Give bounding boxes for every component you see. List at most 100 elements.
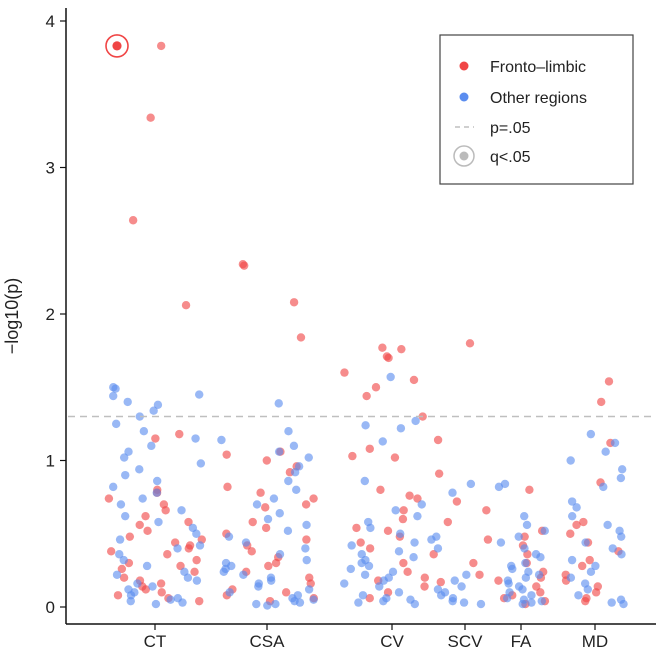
point-fronto-limbic-cv [362,391,371,401]
point-other-regions-ct [111,384,120,393]
point-other-regions-ct [178,598,187,607]
point-other-regions-cv [366,523,375,533]
point-other-regions-ct [135,412,144,421]
point-fronto-limbic-ct [184,517,193,527]
point-other-regions-cv [340,579,349,588]
point-other-regions-md [567,511,577,521]
point-other-regions-csa [271,599,280,609]
point-other-regions-fa [518,599,527,609]
legend-label-threshold: p=.05 [490,120,531,137]
point-fronto-limbic-ct [156,41,166,51]
point-other-regions-ct [115,535,125,544]
point-fronto-limbic-csa [223,482,232,492]
point-other-regions-ct [147,441,156,451]
point-fronto-limbic-cv [413,494,422,503]
point-fronto-limbic-csa [264,561,273,571]
point-other-regions-cv [427,535,436,544]
point-other-regions-ct [192,576,202,585]
point-other-regions-ct [139,427,149,436]
point-other-regions-csa [275,550,285,559]
point-other-regions-cv [379,576,388,585]
point-fronto-limbic-cv [403,567,412,577]
point-fronto-limbic-cv [371,383,381,392]
point-fronto-limbic-ct [143,526,152,536]
point-other-regions-scv [459,598,469,607]
point-other-regions-scv [462,570,471,579]
point-fronto-limbic-cv [383,526,393,536]
legend: Fronto–limbic Other regions p=.05 q<.05 [439,34,634,185]
point-fronto-limbic-scv [436,577,445,587]
point-other-regions-ct [192,529,201,538]
point-fronto-limbic-ct [119,573,129,582]
point-fronto-limbic-cv [420,573,430,582]
point-other-regions-scv [448,488,457,497]
point-other-regions-fa [527,591,536,600]
point-other-regions-scv [457,582,466,591]
point-other-regions-md [583,585,593,594]
legend-swatch-significant-dot [459,151,469,161]
point-other-regions-csa [274,447,284,456]
point-fronto-limbic-csa [309,494,318,503]
point-other-regions-csa [274,399,283,408]
x-axis-ticks: CT CSA CV SCV FA MD [144,624,608,651]
point-fronto-limbic-csa [239,261,249,270]
point-fronto-limbic-ct [192,555,201,565]
point-fronto-limbic-scv [475,570,484,579]
point-other-regions-fa [502,594,512,603]
point-other-regions-cv [378,437,387,446]
y-tick-label: 4 [46,12,55,31]
point-other-regions-scv [450,576,459,585]
point-fronto-limbic-csa [289,298,299,307]
point-fronto-limbic-cv [405,491,414,500]
point-fronto-limbic-scv [443,517,453,527]
point-other-regions-cv [360,570,370,579]
point-fronto-limbic-ct [117,564,127,574]
point-other-regions-ct [109,391,118,401]
point-other-regions-csa [266,576,276,585]
point-other-regions-csa [224,532,234,541]
point-other-regions-ct [111,419,121,429]
y-axis-title: −log10(p) [2,278,22,355]
point-other-regions-csa [225,588,234,597]
point-other-regions-csa [304,585,314,594]
point-fronto-limbic-scv [465,339,475,348]
point-other-regions-ct [195,541,205,550]
point-other-regions-md [619,599,628,609]
point-fronto-limbic-ct [151,434,160,443]
point-other-regions-fa [536,552,545,562]
point-other-regions-csa [292,485,301,494]
x-tick-label-ct: CT [144,632,167,651]
point-other-regions-ct [123,397,132,407]
point-other-regions-cv [375,582,384,591]
point-other-regions-ct [133,579,142,588]
legend-swatch-other-regions [459,92,469,102]
point-fronto-limbic-csa [302,535,311,544]
point-fronto-limbic-cv [356,538,365,547]
point-other-regions-csa [309,595,318,604]
point-fronto-limbic-cv [352,523,361,533]
y-axis-ticks: 0 1 2 3 4 [46,12,66,617]
point-other-regions-csa [302,555,311,565]
point-fronto-limbic-cv [384,353,393,363]
point-other-regions-md [566,573,576,582]
point-other-regions-cv [394,547,404,556]
point-other-regions-csa [217,435,226,445]
point-other-regions-scv [476,599,486,609]
point-fronto-limbic-cv [378,343,387,352]
point-fronto-limbic-csa [256,488,265,497]
legend-box [439,34,634,185]
point-other-regions-csa [302,520,311,530]
point-fronto-limbic-fa [536,588,545,597]
point-fronto-limbic-md [585,555,594,565]
point-other-regions-md [591,561,600,571]
point-fronto-limbic-cv [348,451,357,461]
point-other-regions-csa [284,476,293,486]
point-other-regions-csa [289,441,299,451]
point-other-regions-ct [124,447,133,456]
point-other-regions-csa [239,570,248,579]
point-other-regions-ct [138,494,147,503]
point-fronto-limbic-csa [248,517,257,527]
x-tick-label-scv: SCV [448,632,484,651]
point-other-regions-cv [391,506,400,515]
